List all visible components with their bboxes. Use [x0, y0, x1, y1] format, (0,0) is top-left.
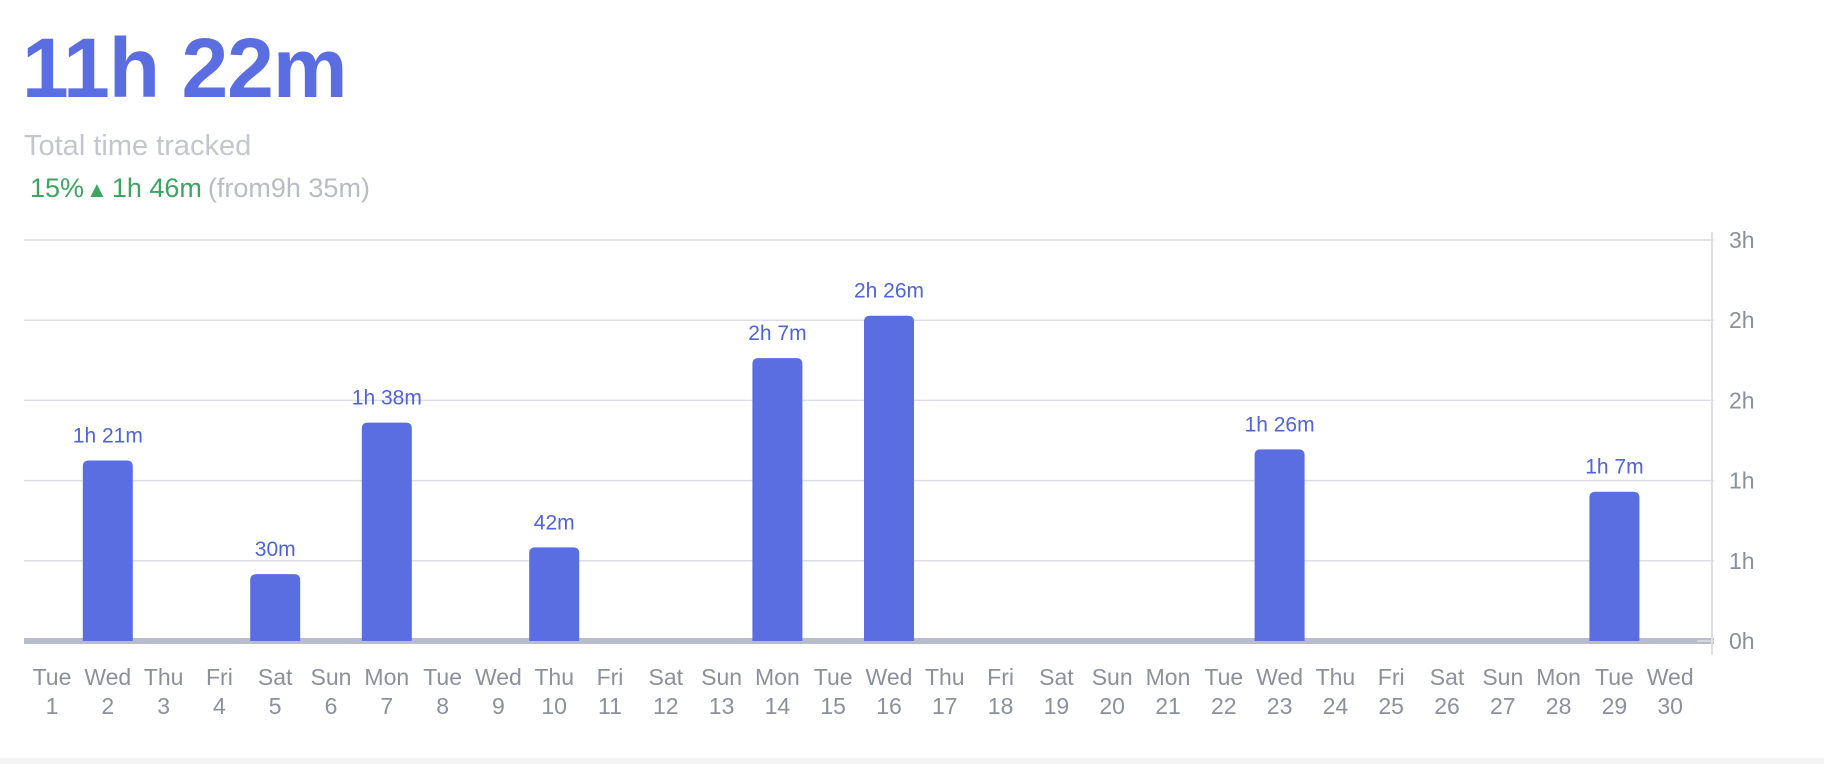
page-footer-strip	[0, 758, 1824, 764]
bar	[752, 358, 803, 641]
total-time-value: 11h 22m	[22, 21, 348, 115]
x-tick-weekday: Thu	[534, 664, 574, 690]
x-tick-day: 25	[1378, 693, 1404, 719]
x-tick-weekday: Mon	[1146, 664, 1191, 690]
x-tick-day: 30	[1657, 693, 1683, 719]
bar-value-label: 42m	[534, 511, 575, 534]
x-tick-weekday: Thu	[144, 664, 184, 690]
bar	[1589, 491, 1640, 641]
x-tick-day: 11	[598, 693, 622, 719]
x-tick-day: 9	[492, 693, 505, 719]
x-tick-weekday: Sun	[311, 664, 352, 690]
x-tick-weekday: Sun	[1092, 664, 1133, 690]
x-tick-weekday: Sat	[649, 664, 684, 690]
x-tick-day: 28	[1546, 693, 1572, 719]
x-tick-day: 20	[1099, 693, 1125, 719]
x-tick-day: 23	[1267, 693, 1293, 719]
x-tick-weekday: Wed	[475, 664, 522, 690]
y-tick-label: 3h	[1729, 227, 1755, 253]
bar-value-label: 1h 38m	[352, 387, 422, 410]
x-tick-weekday: Wed	[1256, 664, 1303, 690]
bar-value-label: 1h 7m	[1585, 456, 1643, 479]
x-tick-day: 2	[101, 693, 114, 719]
x-tick-weekday: Mon	[755, 664, 800, 690]
x-tick-day: 15	[820, 693, 846, 719]
x-tick-day: 13	[709, 693, 735, 719]
y-tick-label: 0h	[1729, 628, 1755, 654]
change-summary: 15%▲ 1h 46m (from9h 35m)	[30, 175, 370, 202]
bar-value-label: 2h 26m	[854, 280, 924, 303]
x-tick-weekday: Sat	[1430, 664, 1465, 690]
x-tick-day: 1	[46, 693, 59, 719]
x-tick-day: 29	[1602, 693, 1628, 719]
x-axis: Tue 1 Wed 2 Thu 3 Fri 4 Sat 5 Sun 6 Mon 7 Tue 8 Wed 9 Thu 1…	[33, 664, 1694, 719]
bar	[250, 574, 301, 641]
x-tick-day: 3	[157, 693, 170, 719]
x-tick-day: 24	[1323, 693, 1349, 719]
x-tick-day: 12	[653, 693, 679, 719]
x-tick-day: 10	[541, 693, 567, 719]
x-tick-day: 18	[988, 693, 1014, 719]
change-amount: 1h 46m	[111, 173, 202, 203]
x-tick-weekday: Thu	[1316, 664, 1356, 690]
total-time-label: Total time tracked	[24, 130, 252, 162]
x-tick-weekday: Tue	[423, 664, 462, 690]
bar	[361, 422, 412, 641]
x-tick-weekday: Thu	[925, 664, 965, 690]
x-tick-day: 16	[876, 693, 902, 719]
x-tick-day: 5	[269, 693, 282, 719]
x-tick-day: 4	[213, 693, 226, 719]
x-tick-day: 22	[1211, 693, 1237, 719]
y-tick-label: 1h	[1729, 548, 1755, 574]
x-tick-day: 27	[1490, 693, 1516, 719]
x-tick-day: 6	[325, 693, 338, 719]
bars	[82, 315, 1640, 641]
x-tick-weekday: Sat	[258, 664, 293, 690]
x-tick-weekday: Mon	[1536, 664, 1581, 690]
bar	[864, 315, 914, 641]
x-tick-weekday: Sun	[1482, 664, 1523, 690]
bar	[1254, 449, 1305, 641]
grid-lines	[24, 239, 1714, 644]
x-tick-weekday: Tue	[1204, 664, 1243, 690]
bar-value-label: 2h 7m	[748, 322, 806, 345]
x-tick-day: 26	[1434, 693, 1460, 719]
bar	[529, 547, 580, 641]
bar	[82, 460, 133, 641]
change-percent: 15%	[30, 173, 85, 203]
x-tick-weekday: Fri	[597, 664, 624, 690]
y-tick-label: 2h	[1729, 387, 1755, 413]
x-tick-weekday: Sun	[701, 664, 742, 690]
x-tick-weekday: Mon	[364, 664, 409, 690]
x-tick-weekday: Wed	[1647, 664, 1694, 690]
x-tick-weekday: Fri	[987, 664, 1014, 690]
x-tick-weekday: Wed	[84, 664, 131, 690]
x-tick-weekday: Sat	[1039, 664, 1074, 690]
bar-value-labels: 1h 21m 30m 1h 38m 42m 2h 7m 2h 26m 1h 26m 1h 7m	[73, 280, 1644, 561]
x-tick-weekday: Tue	[814, 664, 853, 690]
x-tick-day: 17	[932, 693, 958, 719]
bar-value-label: 30m	[255, 538, 296, 561]
x-tick-day: 7	[380, 693, 393, 719]
bar-value-label: 1h 21m	[73, 425, 143, 448]
previous-period-text: (from9h 35m)	[207, 173, 370, 203]
y-tick-label: 2h	[1729, 307, 1755, 333]
x-tick-day: 21	[1155, 693, 1181, 719]
x-tick-weekday: Wed	[866, 664, 913, 690]
trend-up-icon: ▲	[86, 177, 108, 202]
x-tick-day: 8	[436, 693, 449, 719]
y-axis: 0h 1h 1h 2h 2h 3h	[1697, 227, 1755, 655]
y-tick-label: 1h	[1729, 468, 1755, 494]
x-tick-weekday: Tue	[33, 664, 72, 690]
bar-value-label: 1h 26m	[1245, 413, 1315, 436]
x-tick-day: 19	[1044, 693, 1070, 719]
x-tick-weekday: Fri	[206, 664, 233, 690]
x-tick-weekday: Tue	[1595, 664, 1634, 690]
x-tick-day: 14	[765, 693, 791, 719]
x-tick-weekday: Fri	[1378, 664, 1405, 690]
